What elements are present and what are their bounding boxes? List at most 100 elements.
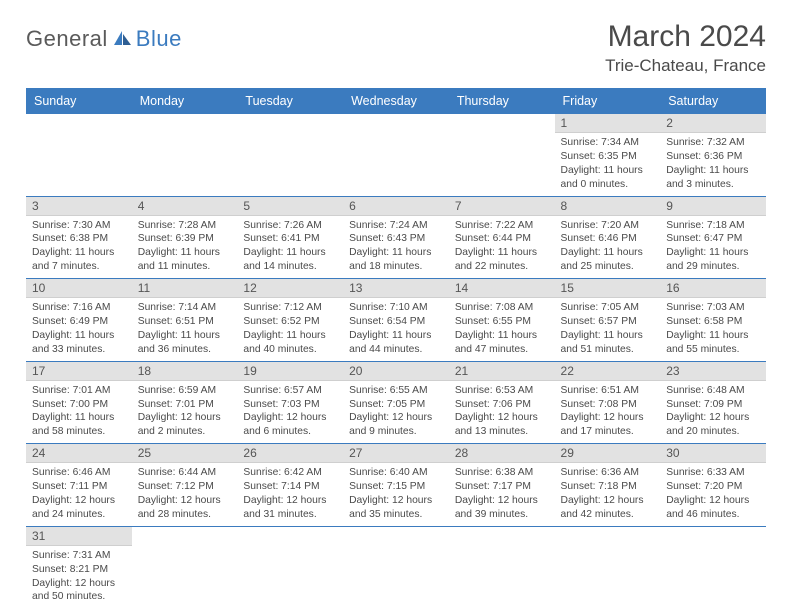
- calendar-empty-cell: [237, 526, 343, 608]
- weekday-header: Tuesday: [237, 88, 343, 114]
- day-sun-info: Sunrise: 7:32 AMSunset: 6:36 PMDaylight:…: [660, 133, 766, 196]
- day-sun-info: Sunrise: 7:30 AMSunset: 6:38 PMDaylight:…: [26, 216, 132, 279]
- info-line: Sunset: 6:41 PM: [243, 232, 337, 246]
- info-line: Sunset: 6:57 PM: [561, 315, 655, 329]
- info-line: Sunrise: 7:18 AM: [666, 219, 760, 233]
- day-number: 1: [555, 114, 661, 133]
- info-line: Sunset: 7:03 PM: [243, 398, 337, 412]
- info-line: Sunset: 6:35 PM: [561, 150, 655, 164]
- calendar-day-cell: 17Sunrise: 7:01 AMSunset: 7:00 PMDayligh…: [26, 361, 132, 444]
- day-number: 10: [26, 279, 132, 298]
- info-line: Daylight: 11 hours: [32, 329, 126, 343]
- info-line: and 58 minutes.: [32, 425, 126, 439]
- day-number: 26: [237, 444, 343, 463]
- day-sun-info: Sunrise: 7:22 AMSunset: 6:44 PMDaylight:…: [449, 216, 555, 279]
- info-line: Sunrise: 7:28 AM: [138, 219, 232, 233]
- info-line: and 25 minutes.: [561, 260, 655, 274]
- info-line: Sunrise: 6:57 AM: [243, 384, 337, 398]
- day-sun-info: Sunrise: 7:26 AMSunset: 6:41 PMDaylight:…: [237, 216, 343, 279]
- info-line: Sunset: 7:05 PM: [349, 398, 443, 412]
- info-line: Sunrise: 6:55 AM: [349, 384, 443, 398]
- day-number: 28: [449, 444, 555, 463]
- info-line: Sunset: 7:01 PM: [138, 398, 232, 412]
- day-sun-info: Sunrise: 7:08 AMSunset: 6:55 PMDaylight:…: [449, 298, 555, 361]
- info-line: Daylight: 11 hours: [561, 164, 655, 178]
- day-number: 9: [660, 197, 766, 216]
- day-number: 18: [132, 362, 238, 381]
- info-line: Sunrise: 7:22 AM: [455, 219, 549, 233]
- info-line: Daylight: 11 hours: [243, 329, 337, 343]
- info-line: and 6 minutes.: [243, 425, 337, 439]
- info-line: Sunrise: 6:53 AM: [455, 384, 549, 398]
- weekday-header: Friday: [555, 88, 661, 114]
- day-number: 2: [660, 114, 766, 133]
- calendar-week-row: 17Sunrise: 7:01 AMSunset: 7:00 PMDayligh…: [26, 361, 766, 444]
- day-sun-info: Sunrise: 7:12 AMSunset: 6:52 PMDaylight:…: [237, 298, 343, 361]
- calendar-day-cell: 8Sunrise: 7:20 AMSunset: 6:46 PMDaylight…: [555, 196, 661, 279]
- info-line: Sunrise: 6:48 AM: [666, 384, 760, 398]
- info-line: Sunset: 7:17 PM: [455, 480, 549, 494]
- info-line: Daylight: 11 hours: [666, 246, 760, 260]
- day-number: 27: [343, 444, 449, 463]
- day-sun-info: Sunrise: 7:28 AMSunset: 6:39 PMDaylight:…: [132, 216, 238, 279]
- info-line: Sunset: 8:21 PM: [32, 563, 126, 577]
- info-line: and 9 minutes.: [349, 425, 443, 439]
- calendar-day-cell: 11Sunrise: 7:14 AMSunset: 6:51 PMDayligh…: [132, 279, 238, 362]
- info-line: and 31 minutes.: [243, 508, 337, 522]
- day-number: 25: [132, 444, 238, 463]
- weekday-header: Saturday: [660, 88, 766, 114]
- day-sun-info: Sunrise: 6:48 AMSunset: 7:09 PMDaylight:…: [660, 381, 766, 444]
- calendar-day-cell: 10Sunrise: 7:16 AMSunset: 6:49 PMDayligh…: [26, 279, 132, 362]
- calendar-empty-cell: [660, 526, 766, 608]
- day-number: 24: [26, 444, 132, 463]
- day-sun-info: Sunrise: 6:59 AMSunset: 7:01 PMDaylight:…: [132, 381, 238, 444]
- info-line: Sunrise: 7:26 AM: [243, 219, 337, 233]
- calendar-empty-cell: [237, 114, 343, 196]
- calendar-day-cell: 24Sunrise: 6:46 AMSunset: 7:11 PMDayligh…: [26, 444, 132, 527]
- info-line: Daylight: 11 hours: [561, 329, 655, 343]
- info-line: Daylight: 12 hours: [349, 411, 443, 425]
- calendar-day-cell: 29Sunrise: 6:36 AMSunset: 7:18 PMDayligh…: [555, 444, 661, 527]
- info-line: Daylight: 12 hours: [32, 577, 126, 591]
- calendar-empty-cell: [555, 526, 661, 608]
- day-number: 15: [555, 279, 661, 298]
- day-sun-info: Sunrise: 7:18 AMSunset: 6:47 PMDaylight:…: [660, 216, 766, 279]
- info-line: Daylight: 11 hours: [32, 246, 126, 260]
- calendar-week-row: 1Sunrise: 7:34 AMSunset: 6:35 PMDaylight…: [26, 114, 766, 196]
- calendar-week-row: 24Sunrise: 6:46 AMSunset: 7:11 PMDayligh…: [26, 444, 766, 527]
- calendar-body: 1Sunrise: 7:34 AMSunset: 6:35 PMDaylight…: [26, 114, 766, 608]
- info-line: Sunrise: 7:16 AM: [32, 301, 126, 315]
- day-number: 8: [555, 197, 661, 216]
- info-line: and 22 minutes.: [455, 260, 549, 274]
- info-line: and 44 minutes.: [349, 343, 443, 357]
- info-line: Sunset: 6:47 PM: [666, 232, 760, 246]
- brand-text-1: General: [26, 26, 108, 52]
- day-number: 4: [132, 197, 238, 216]
- info-line: Sunset: 7:09 PM: [666, 398, 760, 412]
- info-line: and 18 minutes.: [349, 260, 443, 274]
- month-year-title: March 2024: [605, 20, 766, 54]
- day-sun-info: Sunrise: 7:24 AMSunset: 6:43 PMDaylight:…: [343, 216, 449, 279]
- day-sun-info: Sunrise: 7:05 AMSunset: 6:57 PMDaylight:…: [555, 298, 661, 361]
- info-line: and 50 minutes.: [32, 590, 126, 604]
- calendar-empty-cell: [343, 114, 449, 196]
- info-line: Daylight: 12 hours: [666, 411, 760, 425]
- info-line: and 7 minutes.: [32, 260, 126, 274]
- info-line: Daylight: 12 hours: [561, 411, 655, 425]
- info-line: and 17 minutes.: [561, 425, 655, 439]
- info-line: and 13 minutes.: [455, 425, 549, 439]
- weekday-header: Thursday: [449, 88, 555, 114]
- info-line: Sunset: 6:51 PM: [138, 315, 232, 329]
- calendar-day-cell: 6Sunrise: 7:24 AMSunset: 6:43 PMDaylight…: [343, 196, 449, 279]
- info-line: Daylight: 11 hours: [32, 411, 126, 425]
- calendar-day-cell: 9Sunrise: 7:18 AMSunset: 6:47 PMDaylight…: [660, 196, 766, 279]
- info-line: and 33 minutes.: [32, 343, 126, 357]
- weekday-header: Sunday: [26, 88, 132, 114]
- brand-logo: General Blue: [26, 20, 182, 52]
- day-sun-info: Sunrise: 6:33 AMSunset: 7:20 PMDaylight:…: [660, 463, 766, 526]
- day-sun-info: Sunrise: 7:16 AMSunset: 6:49 PMDaylight:…: [26, 298, 132, 361]
- day-number: 7: [449, 197, 555, 216]
- info-line: Sunset: 7:14 PM: [243, 480, 337, 494]
- calendar-day-cell: 25Sunrise: 6:44 AMSunset: 7:12 PMDayligh…: [132, 444, 238, 527]
- info-line: Sunrise: 6:33 AM: [666, 466, 760, 480]
